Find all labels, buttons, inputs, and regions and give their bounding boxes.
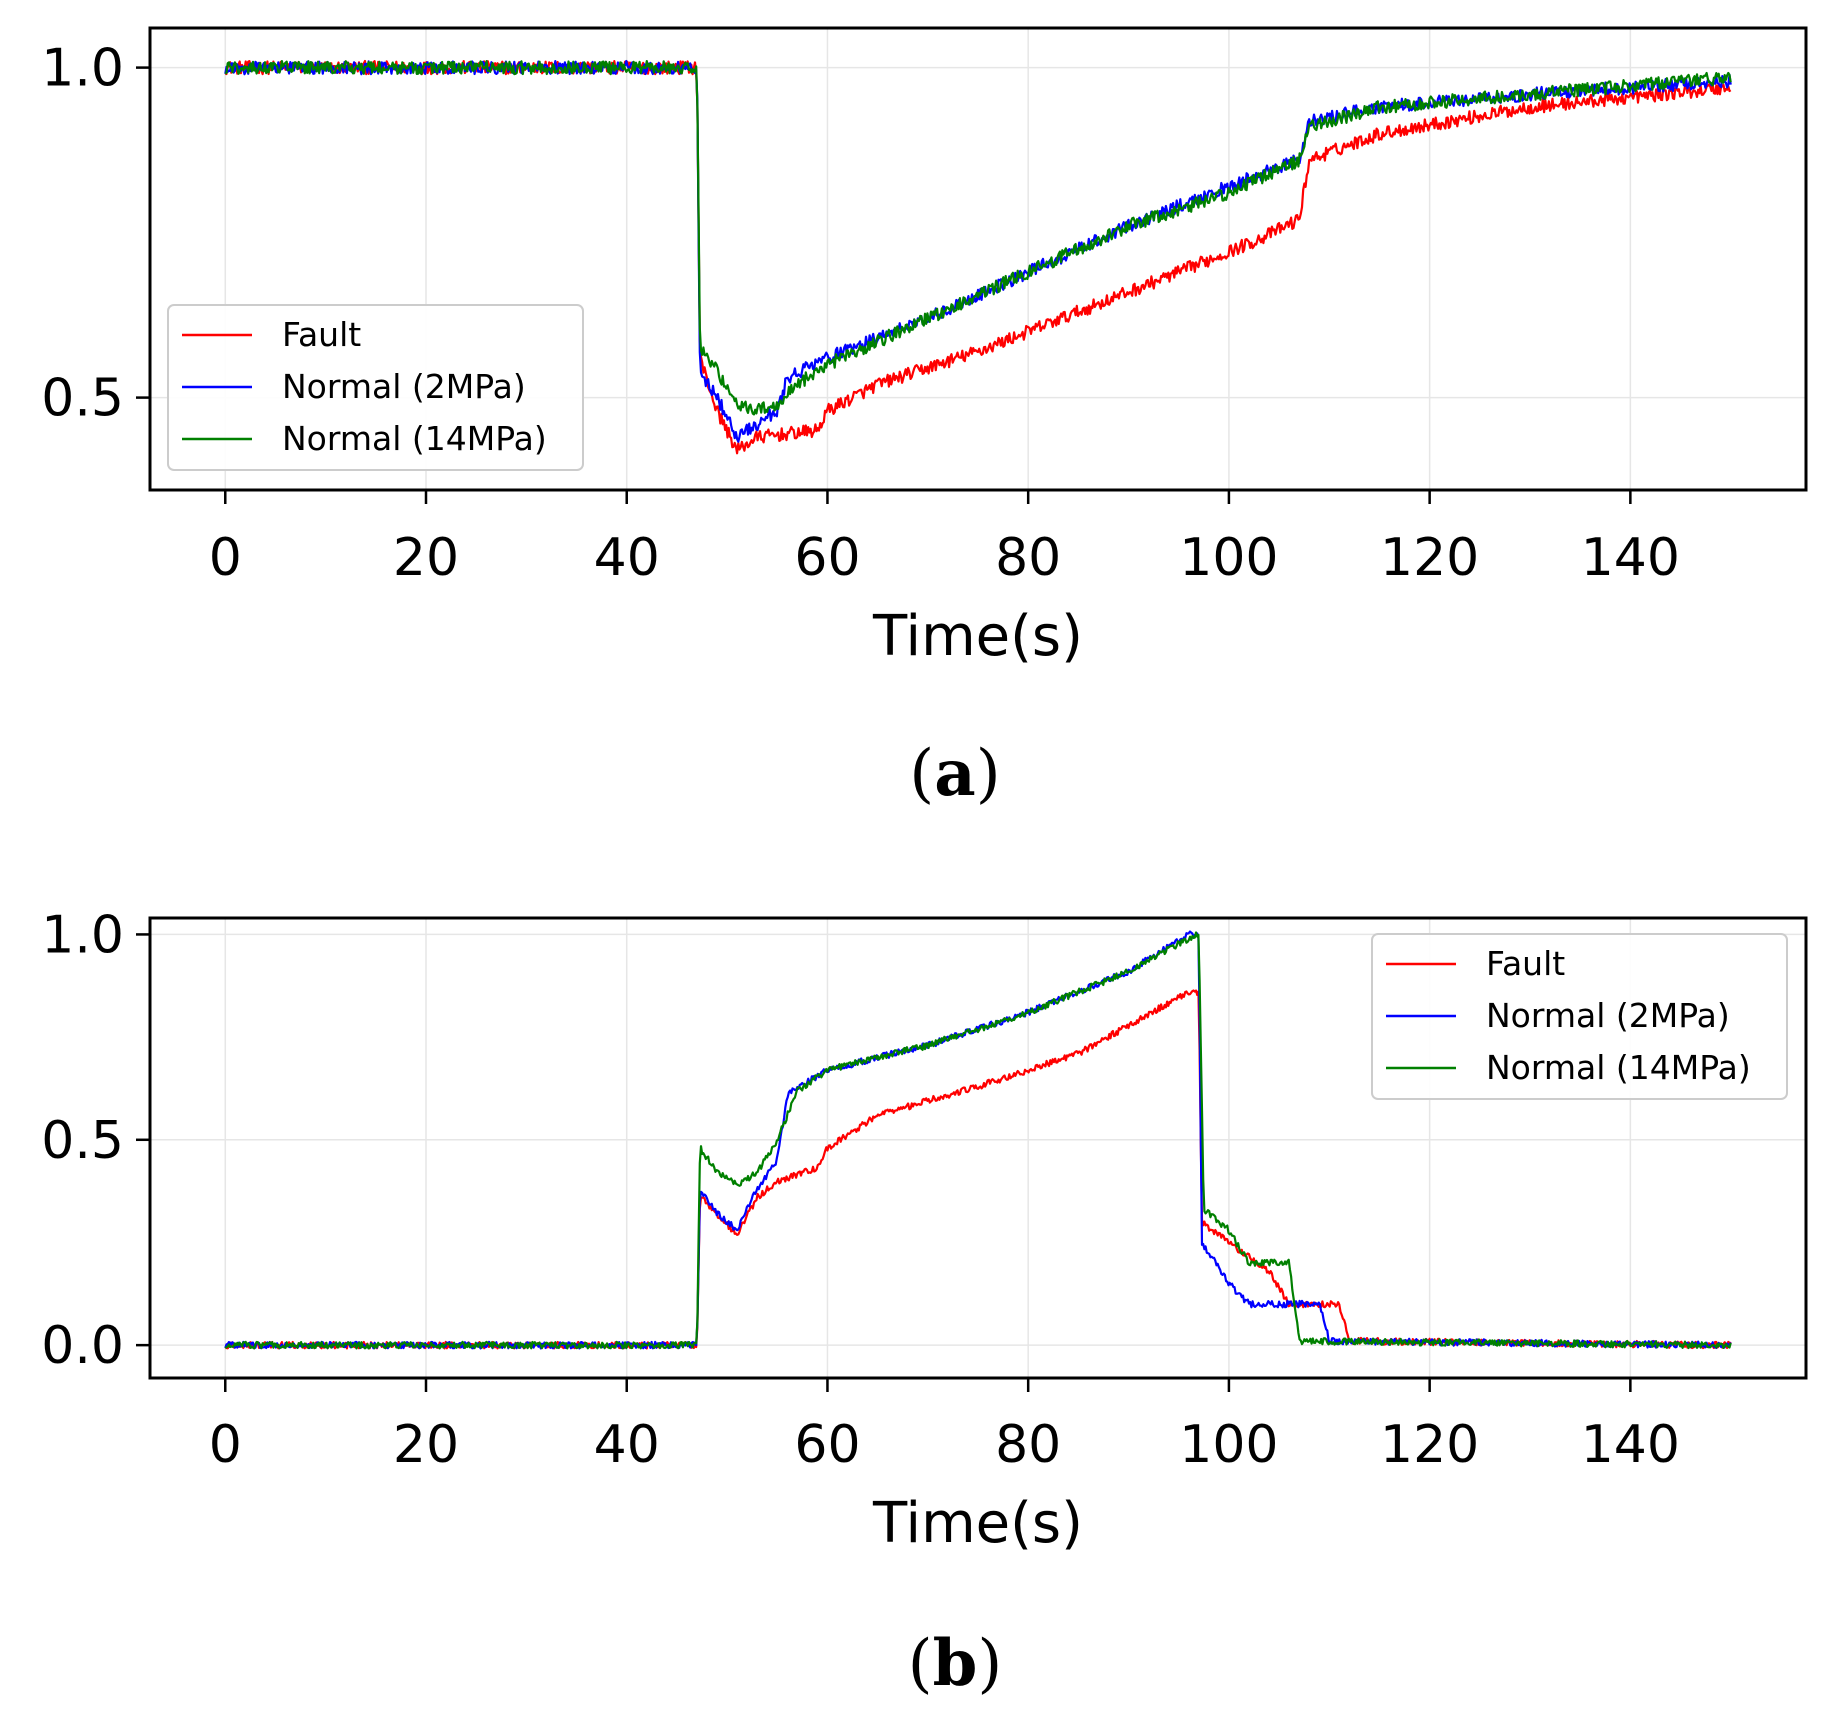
x-tick-label: 80 (995, 1415, 1061, 1475)
series-line-normal_14mpa (224, 931, 1732, 1350)
x-tick-label: 140 (1581, 528, 1680, 588)
x-tick-label: 20 (393, 528, 459, 588)
x-tick-label: 40 (594, 1415, 660, 1475)
legend-label: Fault (1486, 944, 1565, 983)
panel-caption: (b) (908, 1626, 1003, 1701)
series-line-normal_14mpa (224, 60, 1732, 416)
axes-frame (148, 26, 1808, 492)
caption-close-paren: ) (976, 737, 1001, 811)
x-tick-label: 20 (393, 1415, 459, 1475)
x-tick-label: 40 (594, 528, 660, 588)
legend-box (1371, 933, 1788, 1100)
y-tick-label: 0.0 (41, 1316, 124, 1376)
x-tick-label: 0 (209, 1415, 242, 1475)
x-axis: 0 20 40 60 80 100 120 140 Time(s) (209, 490, 1680, 669)
series-line-normal_2mpa (224, 930, 1732, 1350)
panel-a: 0 20 40 60 80 100 120 140 Time(s) 0.5 1.0 Fault Norm… (41, 26, 1808, 811)
y-axis: 0.0 0.5 1.0 (41, 905, 150, 1376)
caption-open-paren: ( (909, 737, 934, 811)
legend-label: Normal (14MPa) (1486, 1048, 1751, 1087)
x-tick-label: 120 (1380, 1415, 1479, 1475)
x-tick-label: 60 (794, 1415, 860, 1475)
caption-close-paren: ) (977, 1627, 1002, 1701)
y-tick-label: 0.5 (41, 369, 124, 429)
x-axis-title: Time(s) (872, 1491, 1083, 1556)
x-tick-label: 100 (1179, 1415, 1278, 1475)
x-axis: 0 20 40 60 80 100 120 140 Time(s) (209, 1378, 1680, 1556)
caption-letter: b (933, 1626, 978, 1701)
x-tick-label: 0 (209, 528, 242, 588)
legend: Fault Normal (2MPa) Normal (14MPa) (167, 304, 584, 471)
axes-frame (148, 916, 1808, 1380)
series-group (224, 930, 1732, 1350)
x-axis-title: Time(s) (872, 604, 1083, 669)
y-axis: 0.5 1.0 (41, 39, 150, 429)
x-tick-label: 120 (1380, 528, 1479, 588)
caption-letter: a (934, 736, 975, 811)
panel-caption: (a) (909, 736, 1000, 811)
x-tick-label: 100 (1179, 528, 1278, 588)
legend: Fault Normal (2MPa) Normal (14MPa) (1371, 933, 1788, 1100)
legend-label: Fault (282, 315, 361, 354)
panel-b: 0 20 40 60 80 100 120 140 Time(s) 0.0 0.5 1.0 Fault N… (41, 905, 1808, 1701)
x-tick-label: 80 (995, 528, 1061, 588)
y-tick-label: 1.0 (41, 39, 124, 99)
y-tick-label: 0.5 (41, 1111, 124, 1171)
x-tick-label: 140 (1581, 1415, 1680, 1475)
x-tick-label: 60 (794, 528, 860, 588)
legend-label: Normal (2MPa) (1486, 996, 1730, 1035)
legend-box (167, 304, 584, 471)
y-tick-label: 1.0 (41, 905, 124, 965)
legend-label: Normal (14MPa) (282, 419, 547, 458)
caption-open-paren: ( (908, 1627, 933, 1701)
legend-label: Normal (2MPa) (282, 367, 526, 406)
series-group (224, 59, 1732, 455)
